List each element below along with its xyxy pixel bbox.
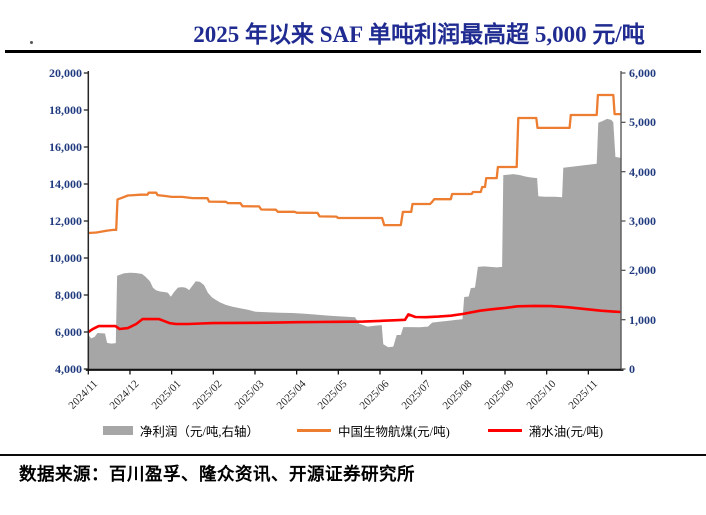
swill-oil-line (87, 304, 621, 334)
left-axis-tick-label: 14,000 (49, 177, 82, 191)
left-axis-tick-label: 4,000 (55, 362, 82, 376)
chart-legend: 净利润（元/吨,右轴） 中国生物航煤(元/吨) 潲水油(元/吨) (0, 421, 706, 440)
legend-line-swatch (487, 429, 522, 432)
right-axis-tick-label: 1,000 (629, 312, 656, 327)
left-axis-tick-label: 10,000 (49, 251, 82, 265)
title-divider (5, 50, 701, 53)
left-axis-tick-label: 12,000 (49, 214, 82, 228)
legend-item: 净利润（元/吨,右轴） (102, 421, 259, 440)
right-axis-tick-label: 4,000 (629, 164, 656, 179)
right-axis-tick-label: 0 (629, 362, 635, 376)
stray-dot (30, 41, 33, 44)
legend-item: 中国生物航煤(元/吨) (296, 421, 450, 440)
right-axis-tick-label: 2,000 (629, 263, 656, 278)
legend-line-swatch (296, 429, 331, 432)
right-axis-tick-label: 6,000 (629, 66, 656, 80)
chart-title: 2025 年以来 SAF 单吨利润最高超 5,000 元/吨 (193, 22, 645, 47)
left-axis-tick-label: 16,000 (49, 140, 82, 154)
saf-profit-chart: 20,000 18,000 16,000 14,000 12,000 10,000 8,00… (0, 54, 706, 454)
bio-jet-fuel-line (88, 93, 621, 235)
data-source-note: 数据来源：百川盈孚、隆众资讯、开源证券研究所 (19, 464, 415, 484)
legend-label: 中国生物航煤(元/吨) (337, 425, 450, 439)
net-profit-area (88, 118, 621, 370)
legend-label: 潲水油(元/吨) (528, 425, 604, 439)
left-axis-tick-label: 8,000 (55, 288, 82, 302)
left-axis-tick-label: 18,000 (49, 103, 82, 117)
left-axis-tick-label: 20,000 (49, 66, 82, 80)
footer-divider (0, 454, 706, 457)
right-axis-tick-label: 3,000 (629, 214, 656, 228)
legend-area-swatch (102, 426, 133, 435)
legend-label: 净利润（元/吨,右轴） (139, 425, 259, 439)
right-axis-tick-label: 5,000 (629, 115, 656, 130)
legend-item: 潲水油(元/吨) (487, 421, 604, 440)
left-axis-tick-label: 6,000 (55, 325, 82, 339)
